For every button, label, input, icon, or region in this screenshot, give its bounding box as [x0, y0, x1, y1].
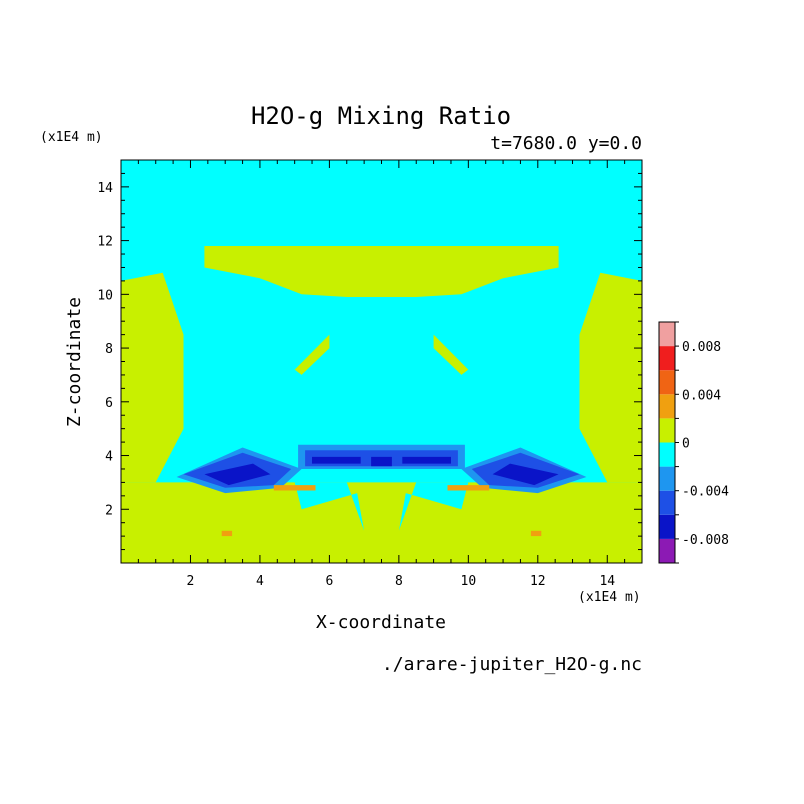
- y-tick-label: 2: [105, 503, 113, 518]
- source-file-label: ./arare-jupiter_H2O-g.nc: [382, 654, 642, 675]
- y-tick-label: 10: [97, 288, 113, 303]
- y-tick-label: 6: [105, 396, 113, 411]
- colorbar-swatch: [659, 346, 675, 371]
- x-tick-label: 10: [461, 574, 477, 589]
- colorbar-swatch: [659, 490, 675, 515]
- region-upper-moist-band: [204, 246, 559, 297]
- region-left-mid-blob: [294, 334, 330, 375]
- region-center-lower-dry-left: [294, 482, 365, 531]
- region-right-dry-lens-core: [492, 463, 559, 486]
- colorbar-tick-label: -0.004: [682, 485, 729, 500]
- region-lower-moist-layer: [121, 482, 642, 563]
- region-right-moist-dot: [530, 530, 542, 537]
- colorbar-swatch: [659, 370, 675, 395]
- x-tick-label: 4: [256, 574, 264, 589]
- x-axis: 2 4 6 8 10 12 14: [137, 160, 626, 589]
- chart-subtitle: t=7680.0 y=0.0: [490, 133, 642, 154]
- region-left-moist-column: [121, 272, 184, 483]
- region-center-dry-cell-left: [312, 456, 361, 464]
- y-axis-label: Z-coordinate: [64, 297, 85, 427]
- y-axis: 2 4 6 8 10 12 14: [97, 172, 642, 551]
- colorbar-tick-label: 0.008: [682, 340, 721, 355]
- chart-title: H2O-g Mixing Ratio: [251, 102, 511, 130]
- colorbar-swatch: [659, 394, 675, 419]
- colorbar: 0.008 0.004 0 -0.004 -0.008: [658, 321, 729, 564]
- region-left-moist-streak: [273, 485, 316, 491]
- region-left-dry-lens-core: [204, 463, 271, 486]
- colorbar-tick-label: 0: [682, 437, 690, 452]
- colorbar-swatch: [659, 322, 675, 347]
- colorbar-swatch: [659, 418, 675, 443]
- x-tick-label: 12: [530, 574, 546, 589]
- y-tick-label: 8: [105, 342, 113, 357]
- region-center-dry-cell-right: [402, 456, 451, 464]
- colorbar-swatch: [659, 442, 675, 467]
- y-tick-label: 4: [105, 450, 113, 465]
- region-center-dry-cell-mid: [371, 456, 392, 467]
- region-center-lower-dry-right: [398, 482, 469, 531]
- x-tick-label: 6: [325, 574, 333, 589]
- field-regions: [121, 246, 642, 563]
- region-right-mid-blob: [433, 334, 469, 375]
- colorbar-swatch: [659, 538, 675, 563]
- x-unit-label: (x1E4 m): [578, 590, 641, 605]
- region-right-moist-column: [579, 272, 642, 483]
- y-unit-label: (x1E4 m): [40, 130, 103, 145]
- colorbar-swatch: [659, 514, 675, 539]
- colorbar-tick-label: -0.008: [682, 533, 729, 548]
- region-right-moist-streak: [447, 485, 490, 491]
- region-left-moist-dot: [221, 530, 233, 537]
- x-tick-label: 14: [599, 574, 615, 589]
- y-tick-label: 14: [97, 181, 113, 196]
- colorbar-tick-label: 0.004: [682, 388, 721, 403]
- x-tick-label: 8: [395, 574, 403, 589]
- x-axis-label: X-coordinate: [316, 612, 446, 633]
- colorbar-swatch: [659, 466, 675, 491]
- y-tick-label: 12: [97, 235, 113, 250]
- x-tick-label: 2: [187, 574, 195, 589]
